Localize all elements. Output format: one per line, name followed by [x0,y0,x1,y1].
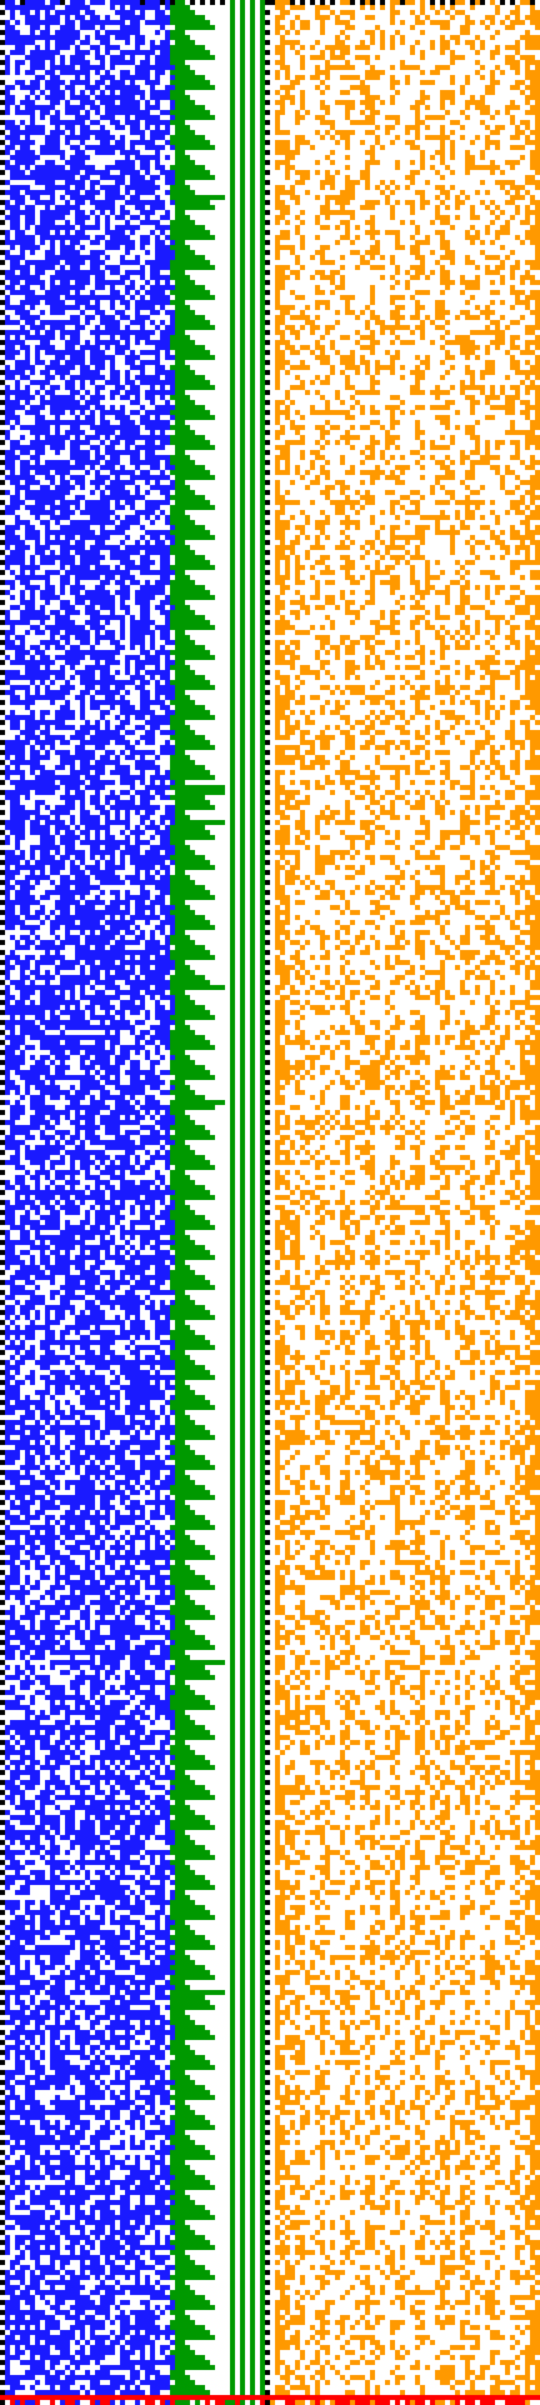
matrix-plot [0,0,540,2405]
matrix-canvas [0,0,540,2405]
